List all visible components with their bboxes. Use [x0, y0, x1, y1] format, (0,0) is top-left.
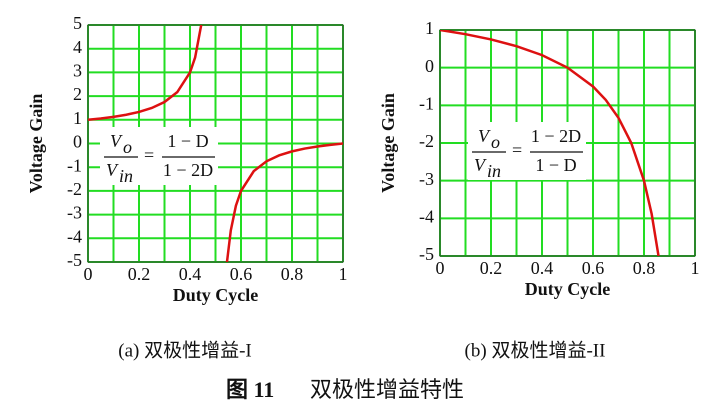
x-tick-label: 0.4	[179, 264, 202, 284]
y-tick-label: -2	[67, 179, 82, 199]
y-tick-label: 3	[73, 61, 82, 81]
formula-lhs-num: V	[110, 131, 123, 151]
x-tick-label: 0	[436, 258, 445, 278]
y-tick-label: -4	[67, 226, 82, 246]
x-tick-label: 0.6	[230, 264, 253, 284]
y-tick-label: 5	[73, 13, 82, 33]
y-axis-label: Voltage Gain	[378, 93, 398, 193]
y-tick-label: 4	[73, 37, 82, 57]
x-axis-label: Duty Cycle	[525, 279, 610, 299]
y-tick-label: -4	[419, 206, 434, 226]
subplot-caption: (b) 双极性增益-II	[465, 339, 606, 361]
formula-equals: =	[512, 140, 522, 160]
y-tick-label: 2	[73, 84, 82, 104]
x-tick-label: 0.4	[531, 258, 554, 278]
formula-lhs-num-sub: o	[123, 137, 132, 157]
x-tick-label: 0.8	[633, 258, 656, 278]
plot-frame	[439, 29, 696, 257]
x-tick-label: 0.6	[582, 258, 605, 278]
y-axis-label: Voltage Gain	[26, 94, 46, 194]
x-tick-label: 0.2	[480, 258, 503, 278]
x-tick-label: 1	[339, 264, 348, 284]
formula-box	[100, 127, 218, 185]
y-tick-label: 0	[425, 56, 434, 76]
y-tick-label: 1	[73, 108, 82, 128]
x-axis-label: Duty Cycle	[173, 285, 258, 305]
formula-equals: =	[144, 145, 154, 165]
formula-lhs-num-sub: o	[491, 132, 500, 152]
y-tick-label: -5	[419, 244, 434, 264]
curve	[88, 25, 343, 262]
formula-lhs-num: V	[478, 126, 491, 146]
formula-rhs-num: 1 − D	[167, 131, 208, 151]
y-tick-label: 0	[73, 132, 82, 152]
y-tick-label: -3	[67, 203, 82, 223]
y-tick-label: -1	[67, 155, 82, 175]
subplot-caption: (a) 双极性增益-I	[118, 339, 252, 361]
y-tick-label: -2	[419, 131, 434, 151]
formula-rhs-num: 1 − 2D	[531, 126, 581, 146]
y-tick-label: -5	[67, 250, 82, 270]
x-tick-label: 0.8	[281, 264, 304, 284]
y-tick-label: 1	[425, 18, 434, 38]
x-tick-label: 0.2	[128, 264, 151, 284]
formula-lhs-den: V	[106, 160, 119, 180]
figure-caption: 双极性增益特性	[310, 377, 464, 402]
figure-label: 图 11	[226, 377, 274, 402]
formula-box	[468, 122, 586, 180]
x-tick-label: 1	[691, 258, 700, 278]
formula-rhs-den: 1 − D	[535, 155, 576, 175]
y-tick-label: -1	[419, 93, 434, 113]
curve	[440, 30, 660, 256]
formula-lhs-den-sub: in	[487, 161, 501, 181]
y-tick-label: -3	[419, 169, 434, 189]
formula-lhs-den-sub: in	[119, 166, 133, 186]
formula-rhs-den: 1 − 2D	[163, 160, 213, 180]
formula-lhs-den: V	[474, 155, 487, 175]
x-tick-label: 0	[84, 264, 93, 284]
